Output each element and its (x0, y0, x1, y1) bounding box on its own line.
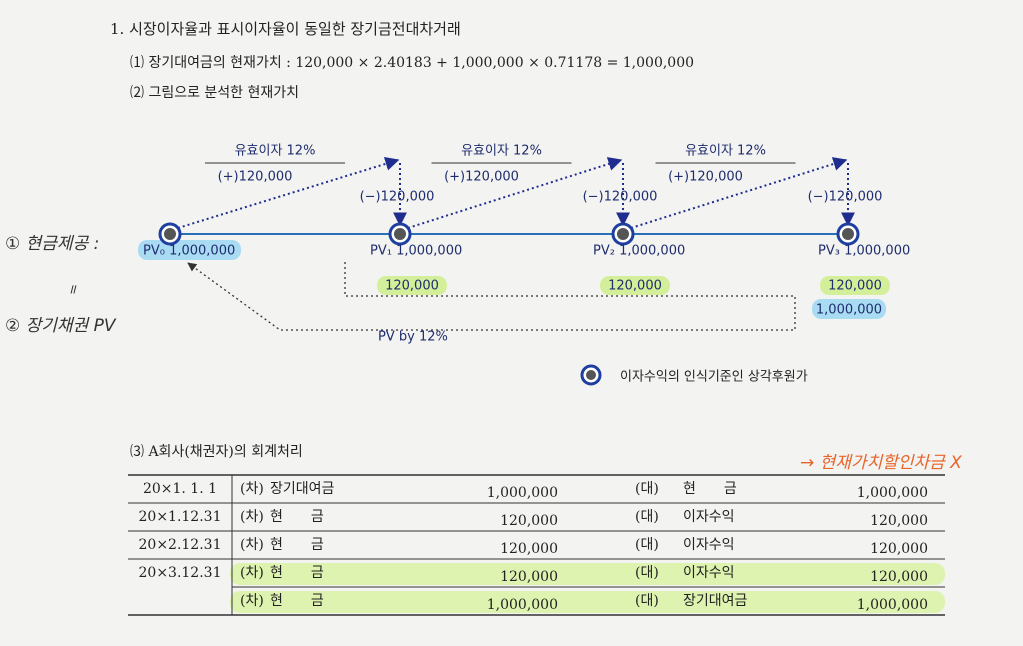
node-label: PV₃ 1,000,000 (818, 244, 910, 259)
item: ⑴ 장기대여금의 현재가치 : 120,000 × 2.40183 + 1,00… (130, 55, 694, 71)
cell: 1,000,000 (857, 597, 928, 613)
minus-label: (−)120,000 (808, 190, 883, 205)
cell: (차) (240, 593, 264, 609)
node-core (842, 228, 854, 240)
handwritten-note: ① 현금제공 : (5, 234, 99, 254)
cash-flow: 120,000 (608, 279, 662, 294)
handwritten-note: → 현재가치할인차금 X (800, 453, 962, 473)
cell: 120,000 (870, 541, 928, 557)
node-core (617, 228, 629, 240)
heading: 1. 시장이자율과 표시이자율이 동일한 장기금전대차거래 (110, 20, 461, 38)
node-label: PV₁ 1,000,000 (370, 244, 462, 259)
cell: 1,000,000 (857, 485, 928, 501)
cell: 1,000,000 (487, 485, 558, 501)
cell: (대) (635, 565, 659, 581)
cell: (차) (240, 537, 264, 553)
plus-label: (+)120,000 (444, 170, 519, 185)
cell: 120,000 (500, 569, 558, 585)
minus-label: (−)120,000 (360, 190, 435, 205)
highlight (138, 240, 241, 260)
interest-label: 유효이자 12% (461, 144, 542, 159)
cash-flow: 120,000 (828, 279, 882, 294)
cell: 이자수익 (683, 509, 735, 525)
cell: (대) (635, 537, 659, 553)
node-core (394, 228, 406, 240)
highlight (820, 276, 890, 295)
cell: 20×1.12.31 (139, 509, 222, 525)
accrual-arrow (177, 157, 400, 229)
node-core (164, 228, 176, 240)
cell: 현 금 (270, 509, 324, 525)
cell: 120,000 (500, 541, 558, 557)
table-title: ⑶ A회사(채권자)의 회계처리 (130, 444, 303, 460)
highlight (230, 563, 945, 585)
cell: (차) (240, 481, 264, 497)
discount-path (187, 262, 796, 331)
cell: 이자수익 (683, 565, 735, 581)
minus-label: (−)120,000 (583, 190, 658, 205)
legend-core (586, 370, 596, 380)
table: ⑶ A회사(채권자)의 회계처리 20×1. 1. 1 (차) 장기대여금 1,000,… (128, 444, 945, 616)
item: ⑵ 그림으로 분석한 현재가치 (130, 85, 299, 101)
cell: 이자수익 (683, 537, 735, 553)
cell: (대) (635, 509, 659, 525)
discount-label: PV by 12% (378, 330, 448, 345)
interest-label: 유효이자 12% (685, 144, 766, 159)
node-label: PV₂ 1,000,000 (593, 244, 685, 259)
principal: 1,000,000 (816, 303, 882, 318)
highlight (377, 276, 447, 295)
cell: 20×1. 1. 1 (143, 481, 217, 497)
cell: 장기대여금 (270, 481, 335, 497)
cell: (대) (635, 593, 659, 609)
cell: 현 금 (683, 481, 737, 497)
cell: (차) (240, 509, 264, 525)
plus-label: (+)120,000 (668, 170, 743, 185)
cell: 20×3.12.31 (139, 565, 222, 581)
handwritten-note: ② 장기채권 PV (5, 316, 117, 336)
cell: 현 금 (270, 537, 324, 553)
plus-label: (+)120,000 (218, 170, 293, 185)
cash-flow: 120,000 (385, 279, 439, 294)
cell: (차) (240, 565, 264, 581)
highlight (230, 591, 945, 613)
cell: 120,000 (870, 569, 928, 585)
accrual-arrow (407, 157, 623, 229)
cell: 120,000 (500, 513, 558, 529)
node-label: PV₀ 1,000,000 (143, 244, 235, 259)
highlight (600, 276, 670, 295)
cell: (대) (635, 481, 659, 497)
diagram: PV by 12% 유효이자 12% (+)120,000 (−)120,000 120… (138, 144, 910, 386)
cell: 현 금 (270, 565, 324, 581)
interest-label: 유효이자 12% (235, 144, 316, 159)
highlight (812, 299, 886, 319)
cell: 20×2.12.31 (139, 537, 222, 553)
cell: 현 금 (270, 593, 324, 609)
cell: 장기대여금 (683, 593, 748, 609)
handwritten-note: ॥ (68, 283, 77, 298)
cell: 120,000 (870, 513, 928, 529)
legend-label: 이자수익의 인식기준인 상각후원가 (620, 370, 808, 385)
cell: 1,000,000 (487, 597, 558, 613)
